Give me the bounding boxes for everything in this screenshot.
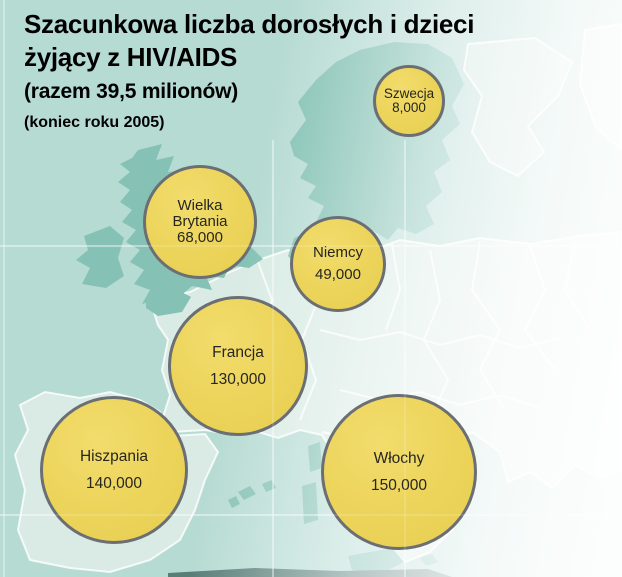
bubble-country-label: Niemcy [312, 244, 363, 261]
bubble-niemcy: Niemcy 49,000 [290, 216, 386, 312]
total-subtitle: (razem 39,5 milionów) [24, 80, 239, 103]
bubble-wielka-brytania: Wielka Brytania 68,000 [143, 165, 257, 279]
page-title-line1: Szacunkowa liczba dorosłych i dzieci [24, 9, 475, 39]
bubble-hiszpania: Hiszpania 140,000 [40, 396, 188, 544]
bubble-wlochy: Włochy 150,000 [321, 394, 477, 550]
land-north-africa [168, 568, 452, 577]
bubble-value-label: 150,000 [370, 476, 428, 494]
bubble-country-label: Francja [212, 343, 264, 361]
island-corsica [308, 442, 322, 472]
bubble-value-label: 140,000 [85, 474, 143, 492]
bubble-country-label: Włochy [373, 449, 425, 467]
page-title-line2: żyjący z HIV/AIDS [24, 41, 238, 72]
bubble-value-label: 68,000 [177, 229, 223, 247]
bubble-value-label: 130,000 [209, 370, 267, 388]
bubble-country-label: Hiszpania [79, 447, 149, 465]
land-ireland [76, 226, 124, 288]
bubble-value-label: 49,000 [315, 266, 361, 283]
bubble-francja: Francja 130,000 [168, 296, 308, 436]
land-northeast [578, 22, 622, 152]
bubble-country-label: Wielka Brytania [172, 196, 228, 230]
date-note: (koniec roku 2005) [24, 114, 165, 131]
islands-balearic [228, 480, 276, 508]
header: Szacunkowa liczba dorosłych i dzieci żyj… [24, 8, 544, 132]
island-sardinia [302, 482, 318, 524]
